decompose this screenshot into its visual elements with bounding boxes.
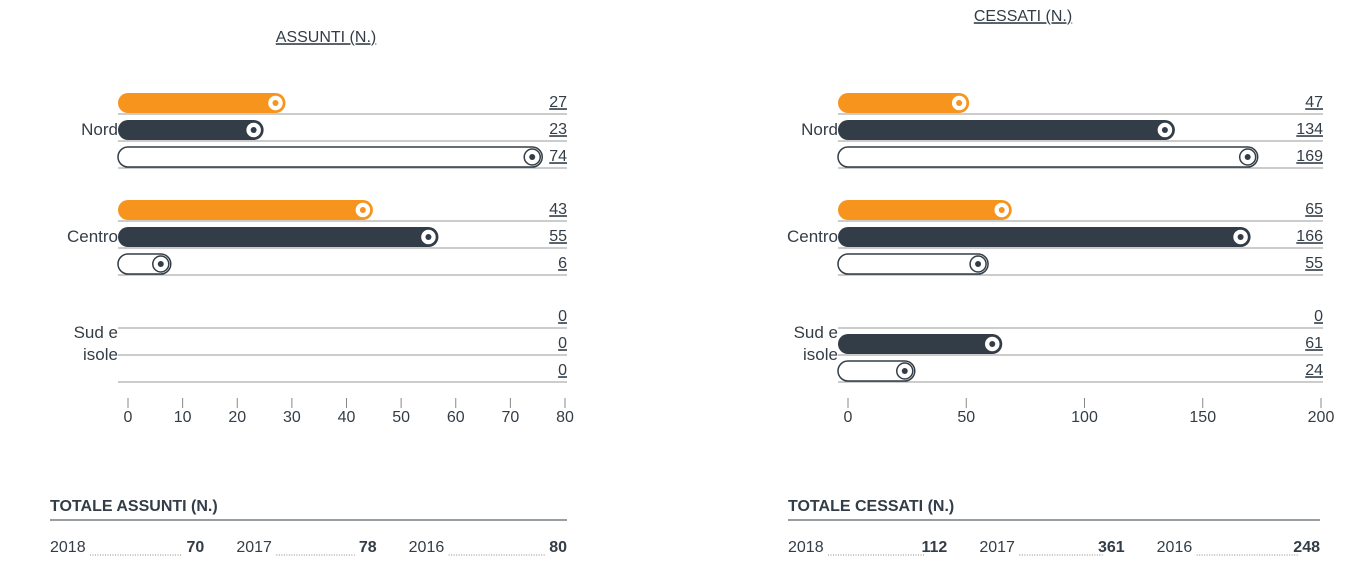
value-label: 43	[549, 201, 567, 218]
x-tick-label: 150	[1189, 409, 1216, 426]
x-tick-label: 20	[228, 409, 246, 426]
x-tick-label: 50	[392, 409, 410, 426]
bar-end-dot	[157, 261, 164, 267]
x-tick-label: 50	[957, 409, 975, 426]
total-value: 78	[359, 539, 377, 556]
bar-end-dot	[956, 100, 963, 106]
bar-end-dot	[1237, 234, 1244, 240]
bar-end-dot	[975, 261, 982, 267]
value-label: 61	[1305, 335, 1323, 352]
total-year: 2018	[788, 539, 824, 556]
bar-end-dot	[989, 341, 996, 347]
bar-end-dot	[250, 127, 257, 133]
x-tick-label: 0	[124, 409, 133, 426]
total-value: 361	[1098, 539, 1125, 556]
totals-title: TOTALE CESSATI (N.)	[788, 498, 954, 515]
category-label: Centro	[66, 227, 118, 246]
category-text: Sud e isole	[793, 323, 838, 364]
totals-title: TOTALE ASSUNTI (N.)	[50, 498, 218, 515]
value-label: 23	[549, 121, 567, 138]
total-value: 70	[187, 539, 205, 556]
total-value: 248	[1293, 539, 1320, 556]
bar	[837, 146, 1259, 168]
category-label: Sud e isole	[73, 323, 118, 364]
category-label: Centro	[786, 227, 838, 246]
value-label: 0	[558, 335, 567, 352]
bar-end-dot	[998, 207, 1005, 213]
value-label: 47	[1305, 94, 1323, 111]
category-text: Nord	[81, 120, 118, 139]
bar	[117, 146, 543, 168]
value-label: 55	[1305, 255, 1323, 272]
x-tick-label: 60	[447, 409, 465, 426]
value-label: 0	[558, 308, 567, 325]
bar-end-dot	[359, 207, 366, 213]
x-tick-label: 70	[501, 409, 519, 426]
bar	[118, 200, 373, 220]
value-label: 0	[558, 362, 567, 379]
total-year: 2016	[1157, 539, 1193, 556]
total-year: 2017	[979, 539, 1015, 556]
bar	[118, 120, 264, 140]
bar-end-dot	[529, 154, 536, 160]
x-tick-label: 0	[844, 409, 853, 426]
chart-title: ASSUNTI (N.)	[276, 29, 376, 46]
x-tick-label: 100	[1071, 409, 1098, 426]
x-tick-label: 10	[174, 409, 192, 426]
category-label: Nord	[81, 120, 118, 139]
total-year: 2016	[409, 539, 445, 556]
x-tick-label: 40	[338, 409, 356, 426]
bar	[118, 227, 439, 247]
chart-title: CESSATI (N.)	[974, 8, 1072, 25]
value-label: 65	[1305, 201, 1323, 218]
value-label: 6	[558, 255, 567, 272]
total-year: 2017	[236, 539, 272, 556]
value-label: 169	[1296, 148, 1323, 165]
bar-end-dot	[272, 100, 279, 106]
value-label: 74	[549, 148, 567, 165]
bar	[838, 120, 1175, 140]
bar-end-dot	[901, 368, 908, 374]
bar	[838, 334, 1003, 354]
bar	[118, 93, 286, 113]
bar	[838, 227, 1251, 247]
x-tick-label: 200	[1308, 409, 1335, 426]
value-label: 134	[1296, 121, 1323, 138]
bar	[837, 253, 989, 275]
value-label: 55	[549, 228, 567, 245]
bar-end-dot	[425, 234, 432, 240]
category-text: Centro	[786, 227, 838, 246]
bar-end-dot	[1161, 127, 1168, 133]
category-label: Nord	[801, 120, 838, 139]
value-label: 0	[1314, 308, 1323, 325]
value-label: 27	[549, 94, 567, 111]
total-value: 112	[922, 539, 948, 556]
x-tick-label: 80	[556, 409, 574, 426]
value-label: 24	[1305, 362, 1323, 379]
category-text: Centro	[66, 227, 118, 246]
bar	[838, 93, 970, 113]
bar	[837, 360, 916, 382]
category-text: Sud e isole	[73, 323, 118, 364]
total-value: 80	[549, 539, 567, 556]
value-label: 166	[1296, 228, 1323, 245]
total-year: 2018	[50, 539, 86, 556]
category-text: Nord	[801, 120, 838, 139]
bar	[838, 200, 1012, 220]
category-label: Sud e isole	[793, 323, 838, 364]
x-tick-label: 30	[283, 409, 301, 426]
bar-end-dot	[1244, 154, 1251, 160]
